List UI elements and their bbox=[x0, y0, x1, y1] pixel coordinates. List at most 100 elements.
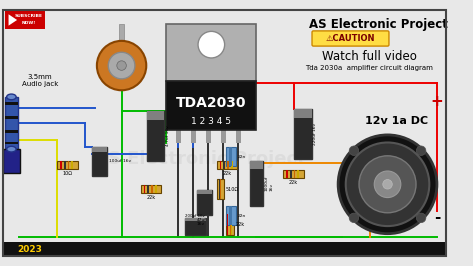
Bar bbox=[5, 116, 18, 119]
Text: ⚠CAUTION: ⚠CAUTION bbox=[326, 35, 375, 43]
Bar bbox=[57, 161, 78, 169]
Bar bbox=[231, 161, 233, 169]
Bar bbox=[148, 185, 149, 193]
Bar bbox=[5, 102, 18, 105]
Bar bbox=[5, 142, 18, 144]
Bar bbox=[223, 161, 225, 169]
Bar bbox=[166, 81, 256, 130]
Bar bbox=[228, 214, 229, 235]
Text: 22k: 22k bbox=[147, 195, 156, 200]
Bar bbox=[236, 130, 241, 143]
Bar bbox=[206, 130, 210, 143]
Bar bbox=[250, 161, 263, 169]
Text: 22k: 22k bbox=[222, 171, 232, 176]
Ellipse shape bbox=[7, 146, 16, 152]
Bar bbox=[5, 130, 18, 133]
Circle shape bbox=[346, 143, 429, 226]
Bar bbox=[229, 206, 232, 225]
Text: AS Electronic Project: AS Electronic Project bbox=[94, 150, 306, 168]
Bar bbox=[226, 214, 234, 235]
Circle shape bbox=[416, 213, 426, 223]
Text: 1000uf
16v: 1000uf 16v bbox=[265, 176, 273, 191]
Bar bbox=[140, 185, 161, 193]
Bar bbox=[226, 147, 236, 166]
Text: 510Ω: 510Ω bbox=[226, 186, 239, 192]
Bar bbox=[191, 130, 196, 143]
Bar bbox=[286, 170, 288, 178]
Ellipse shape bbox=[7, 94, 16, 100]
Bar bbox=[227, 161, 229, 169]
Circle shape bbox=[374, 171, 401, 198]
Bar bbox=[147, 111, 164, 120]
Bar bbox=[176, 130, 181, 143]
Text: AS Electronic Project: AS Electronic Project bbox=[309, 18, 447, 31]
Bar bbox=[147, 111, 164, 161]
Bar bbox=[231, 214, 232, 235]
Circle shape bbox=[97, 41, 146, 90]
Bar bbox=[217, 161, 237, 169]
Text: 4.7uf 16v: 4.7uf 16v bbox=[166, 126, 170, 146]
Bar bbox=[298, 170, 299, 178]
Text: 47uf
16v: 47uf 16v bbox=[197, 218, 207, 226]
Circle shape bbox=[416, 146, 426, 155]
Circle shape bbox=[338, 135, 437, 234]
Text: Watch full video: Watch full video bbox=[322, 49, 417, 63]
Text: 100uf 16v: 100uf 16v bbox=[109, 160, 131, 164]
Text: -: - bbox=[434, 210, 440, 225]
Bar bbox=[295, 109, 312, 118]
Bar bbox=[227, 214, 228, 235]
Bar bbox=[71, 161, 73, 169]
Bar bbox=[185, 218, 206, 235]
Bar bbox=[185, 218, 206, 221]
Bar bbox=[294, 170, 295, 178]
Bar bbox=[151, 185, 153, 193]
Circle shape bbox=[117, 61, 126, 70]
Bar bbox=[197, 190, 212, 194]
Bar bbox=[290, 170, 292, 178]
Bar bbox=[229, 147, 232, 166]
Bar bbox=[92, 147, 107, 152]
Bar bbox=[197, 190, 212, 215]
Bar bbox=[220, 178, 221, 200]
Polygon shape bbox=[9, 14, 17, 26]
Bar bbox=[221, 130, 226, 143]
Bar bbox=[250, 161, 263, 206]
Text: TDA2030: TDA2030 bbox=[176, 95, 246, 110]
Bar bbox=[3, 149, 20, 173]
Text: Tda 2030a  amplifier circuit diagram: Tda 2030a amplifier circuit diagram bbox=[306, 65, 433, 71]
Text: 2023: 2023 bbox=[17, 245, 42, 254]
Text: 22k: 22k bbox=[236, 222, 245, 227]
Text: 12v 1a DC: 12v 1a DC bbox=[366, 116, 429, 126]
Text: 22k: 22k bbox=[289, 180, 298, 185]
Text: NOW!: NOW! bbox=[21, 21, 35, 25]
Bar bbox=[155, 185, 157, 193]
Bar bbox=[60, 161, 62, 169]
Text: 220uf 16v: 220uf 16v bbox=[314, 123, 317, 145]
Bar bbox=[144, 185, 145, 193]
Circle shape bbox=[349, 213, 359, 223]
Bar bbox=[119, 24, 124, 43]
Text: 22n: 22n bbox=[237, 155, 245, 159]
Text: 22n: 22n bbox=[237, 214, 245, 218]
Circle shape bbox=[383, 180, 392, 189]
Bar bbox=[219, 161, 221, 169]
FancyBboxPatch shape bbox=[312, 31, 389, 46]
Bar bbox=[5, 10, 44, 30]
Bar bbox=[64, 161, 66, 169]
Text: SUBSCRIBE: SUBSCRIBE bbox=[15, 14, 43, 18]
Circle shape bbox=[349, 146, 359, 155]
Circle shape bbox=[359, 156, 416, 213]
Text: +: + bbox=[430, 94, 443, 109]
Bar bbox=[92, 147, 107, 176]
Bar bbox=[3, 242, 447, 256]
Bar bbox=[226, 206, 236, 225]
Bar bbox=[283, 170, 304, 178]
Bar bbox=[218, 178, 219, 200]
Bar bbox=[166, 24, 256, 81]
Bar bbox=[295, 109, 312, 159]
Text: 200uf 16v: 200uf 16v bbox=[185, 214, 205, 218]
Circle shape bbox=[108, 52, 135, 79]
Text: 1 2 3 4 5: 1 2 3 4 5 bbox=[192, 117, 231, 126]
Text: 10Ω: 10Ω bbox=[62, 171, 72, 176]
Bar bbox=[5, 97, 18, 149]
